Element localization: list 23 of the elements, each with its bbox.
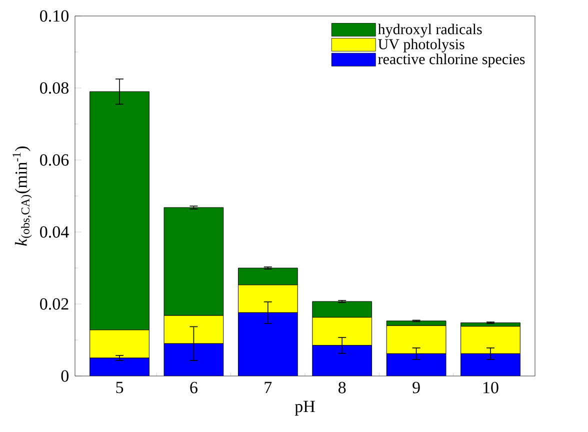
x-tick-label: 7: [264, 382, 272, 393]
x-tick-label: 5: [116, 382, 124, 394]
x-tick-label: 8: [338, 382, 346, 394]
legend-label: hydroxyl radicals: [378, 24, 482, 38]
x-axis-title: pH: [294, 400, 315, 416]
y-tick-label: 0.02: [40, 298, 68, 310]
x-tick-label: 10: [483, 382, 498, 394]
y-tick-label: 0.08: [40, 82, 68, 94]
y-tick-label: 0.04: [40, 226, 69, 238]
legend-label: reactive chlorine species: [378, 54, 525, 68]
legend-label: UV photolysis: [378, 38, 464, 52]
x-tick-label: 9: [412, 382, 420, 394]
y-tick-label: 0: [61, 370, 68, 382]
y-axis-title: k$_{(obs,CA)}$(min$^{-1}$): [12, 146, 32, 246]
bar: [238, 312, 298, 376]
bar: [460, 353, 520, 376]
bar: [386, 354, 446, 376]
y-tick-label: 0.10: [40, 10, 68, 22]
x-tick-label: 6: [190, 382, 198, 394]
bar: [312, 345, 372, 376]
bar: [90, 358, 150, 376]
y-tick-label: 0.06: [40, 154, 69, 166]
bar: [164, 344, 224, 376]
